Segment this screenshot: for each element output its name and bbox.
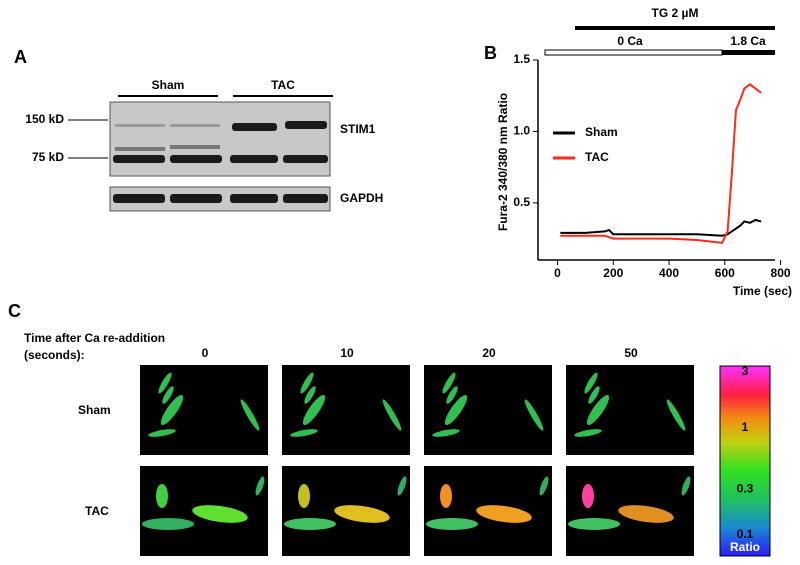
- treatment-bar: [544, 49, 723, 56]
- legend-label: TAC: [585, 150, 609, 164]
- x-tick-label: 0: [554, 266, 561, 280]
- timepoint-label: 20: [482, 346, 496, 360]
- row-label: Sham: [78, 403, 111, 417]
- y-tick-label: 1.0: [513, 124, 530, 138]
- marker-label: 150 kD: [25, 112, 64, 126]
- cell-image: [140, 365, 268, 455]
- y-axis-title: Fura-2 340/380 nm Ratio: [496, 93, 510, 231]
- cell: [582, 484, 594, 508]
- cell: [284, 518, 336, 530]
- cell: [192, 505, 248, 523]
- colorbar-title: Ratio: [730, 540, 760, 554]
- treatment-bar: [722, 50, 775, 55]
- cell: [255, 476, 265, 496]
- timepoint-label: 0: [202, 346, 209, 360]
- cell: [586, 394, 610, 426]
- x-tick-label: 600: [715, 266, 735, 280]
- heading: (seconds):: [24, 348, 85, 362]
- cell: [160, 394, 184, 426]
- cell: [588, 386, 600, 404]
- cell: [148, 429, 176, 437]
- cell: [440, 484, 452, 508]
- timepoint-label: 10: [340, 346, 354, 360]
- cell: [442, 372, 456, 394]
- x-tick-label: 800: [771, 266, 791, 280]
- cell-image: [424, 365, 552, 455]
- cell: [432, 429, 460, 437]
- cell: [524, 399, 544, 431]
- cell: [426, 518, 478, 530]
- cell-image: [140, 466, 268, 556]
- cell: [446, 386, 458, 404]
- cell: [574, 429, 602, 437]
- cell: [568, 518, 620, 530]
- cell-image: [566, 365, 694, 455]
- colorbar-tick-label: 1: [742, 420, 749, 434]
- marker-label: 75 kD: [32, 150, 64, 164]
- cell: [142, 518, 194, 530]
- colorbar-tick-label: 0.3: [737, 481, 754, 495]
- cell: [304, 386, 316, 404]
- cell: [158, 372, 172, 394]
- colorbar-tick-label: 0.1: [737, 527, 754, 541]
- cell-image: [566, 466, 694, 556]
- cell: [298, 484, 310, 508]
- cell: [539, 476, 549, 496]
- protein-label: GAPDH: [340, 191, 383, 205]
- cell: [382, 399, 402, 431]
- panel-label: B: [484, 43, 497, 63]
- x-tick-label: 400: [659, 266, 679, 280]
- x-axis-title: Time (sec): [733, 284, 792, 298]
- cell-image: [282, 365, 410, 455]
- cell: [584, 372, 598, 394]
- blot: [109, 101, 331, 177]
- panel-label: A: [14, 47, 27, 67]
- cell: [240, 399, 260, 431]
- legend-label: Sham: [585, 125, 618, 139]
- y-tick-label: 1.5: [513, 52, 530, 66]
- series-line: [560, 218, 762, 237]
- cell: [334, 505, 390, 523]
- y-tick-label: 0.5: [513, 195, 530, 209]
- timepoint-label: 50: [624, 346, 638, 360]
- row-label: TAC: [85, 504, 109, 518]
- panel-label: C: [8, 301, 21, 321]
- cell: [476, 505, 532, 523]
- annotation: TG 2 µM: [652, 6, 699, 20]
- protein-label: STIM1: [340, 122, 376, 136]
- cell-image: [282, 466, 410, 556]
- cell: [681, 476, 691, 496]
- cell: [397, 476, 407, 496]
- colorbar: [719, 365, 771, 557]
- group-label: TAC: [271, 78, 295, 92]
- cell: [290, 429, 318, 437]
- cell: [302, 394, 326, 426]
- cell: [666, 399, 686, 431]
- annotation: 1.8 Ca: [730, 34, 766, 48]
- cell: [156, 484, 168, 508]
- bands: [113, 121, 328, 203]
- cell: [162, 386, 174, 404]
- heading: Time after Ca re-addition: [24, 331, 165, 345]
- group-label: Sham: [152, 78, 185, 92]
- cell-image: [424, 466, 552, 556]
- cell: [300, 372, 314, 394]
- cell: [618, 505, 674, 523]
- colorbar-tick-label: 3: [742, 364, 749, 378]
- series-line: [560, 83, 762, 244]
- cell: [444, 394, 468, 426]
- annotation: 0 Ca: [617, 34, 643, 48]
- x-tick-label: 200: [603, 266, 623, 280]
